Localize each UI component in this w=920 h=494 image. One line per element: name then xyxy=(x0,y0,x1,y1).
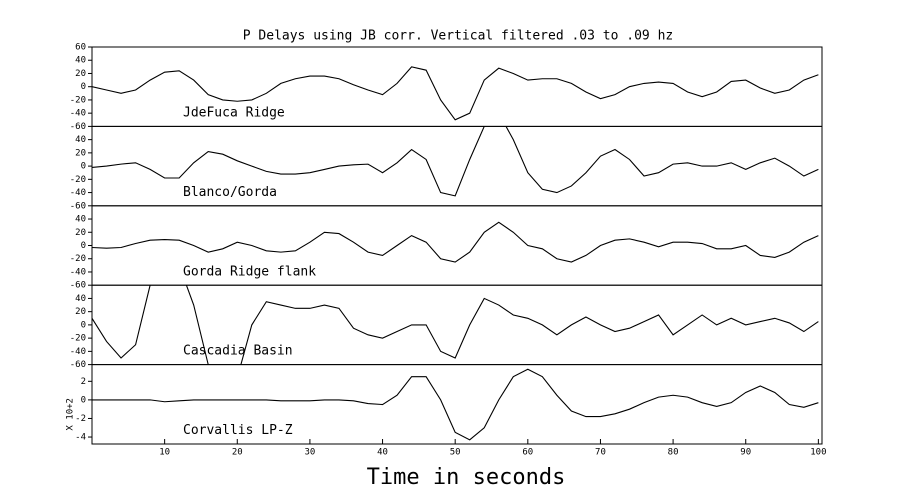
x-tick-label: 10 xyxy=(159,448,170,458)
chart-title: P Delays using JB corr. Vertical filtere… xyxy=(243,29,673,44)
y-tick-label: -40 xyxy=(70,267,86,277)
trace-line xyxy=(92,66,819,121)
trace-line xyxy=(92,221,819,263)
y-tick-label: 0 xyxy=(81,395,86,405)
y-tick-label: 0 xyxy=(81,320,86,330)
x-tick-label: 20 xyxy=(232,448,243,458)
y-tick-label: -2 xyxy=(75,414,86,424)
y-tick-label: 40 xyxy=(75,215,86,225)
y-tick-label: 20 xyxy=(75,148,86,158)
x-tick-label: 100 xyxy=(810,448,826,458)
panel-label: Gorda Ridge flank xyxy=(183,264,316,279)
y-tick-label: 2 xyxy=(81,377,86,387)
y-tick-label: -20 xyxy=(70,95,86,105)
panel-label: Corvallis LP-Z xyxy=(183,423,293,438)
y-tick-label: 0 xyxy=(81,241,86,251)
panel-label: Cascadia Basin xyxy=(183,344,293,359)
y-tick-label: 40 xyxy=(75,135,86,145)
panel-label: Blanco/Gorda xyxy=(183,185,277,200)
x-tick-label: 90 xyxy=(740,448,751,458)
y-tick-label: -60 xyxy=(70,360,86,370)
y-tick-label: 20 xyxy=(75,228,86,238)
x-tick-label: 30 xyxy=(304,448,315,458)
panel-frame xyxy=(91,364,823,445)
y-tick-label: -40 xyxy=(70,109,86,119)
x-axis-label: Time in seconds xyxy=(367,465,566,490)
trace-line xyxy=(92,368,819,441)
y-tick-label: -60 xyxy=(70,281,86,291)
y-tick-label: -60 xyxy=(70,122,86,132)
y-tick-label: 20 xyxy=(75,69,86,79)
y-tick-label: 0 xyxy=(81,82,86,92)
x-tick-label: 60 xyxy=(522,448,533,458)
y-tick-label: 60 xyxy=(75,43,86,53)
panel-label: JdeFuca Ridge xyxy=(183,106,285,121)
y-tick-label: 40 xyxy=(75,56,86,66)
y-tick-label: 0 xyxy=(81,162,86,172)
trace-line xyxy=(92,126,819,197)
y-tick-label: -60 xyxy=(70,201,86,211)
x-tick-label: 80 xyxy=(668,448,679,458)
y-tick-label: -20 xyxy=(70,334,86,344)
y-tick-label: -20 xyxy=(70,175,86,185)
y-axis-label: X 10+2 xyxy=(66,398,76,431)
x-tick-label: 40 xyxy=(377,448,388,458)
y-tick-label: -20 xyxy=(70,254,86,264)
y-tick-label: 20 xyxy=(75,307,86,317)
y-tick-label: -40 xyxy=(70,347,86,357)
y-tick-label: -40 xyxy=(70,188,86,198)
x-tick-label: 50 xyxy=(450,448,461,458)
x-tick-label: 70 xyxy=(595,448,606,458)
trace-line xyxy=(92,285,819,365)
y-tick-label: 40 xyxy=(75,294,86,304)
y-tick-label: -4 xyxy=(75,433,86,443)
